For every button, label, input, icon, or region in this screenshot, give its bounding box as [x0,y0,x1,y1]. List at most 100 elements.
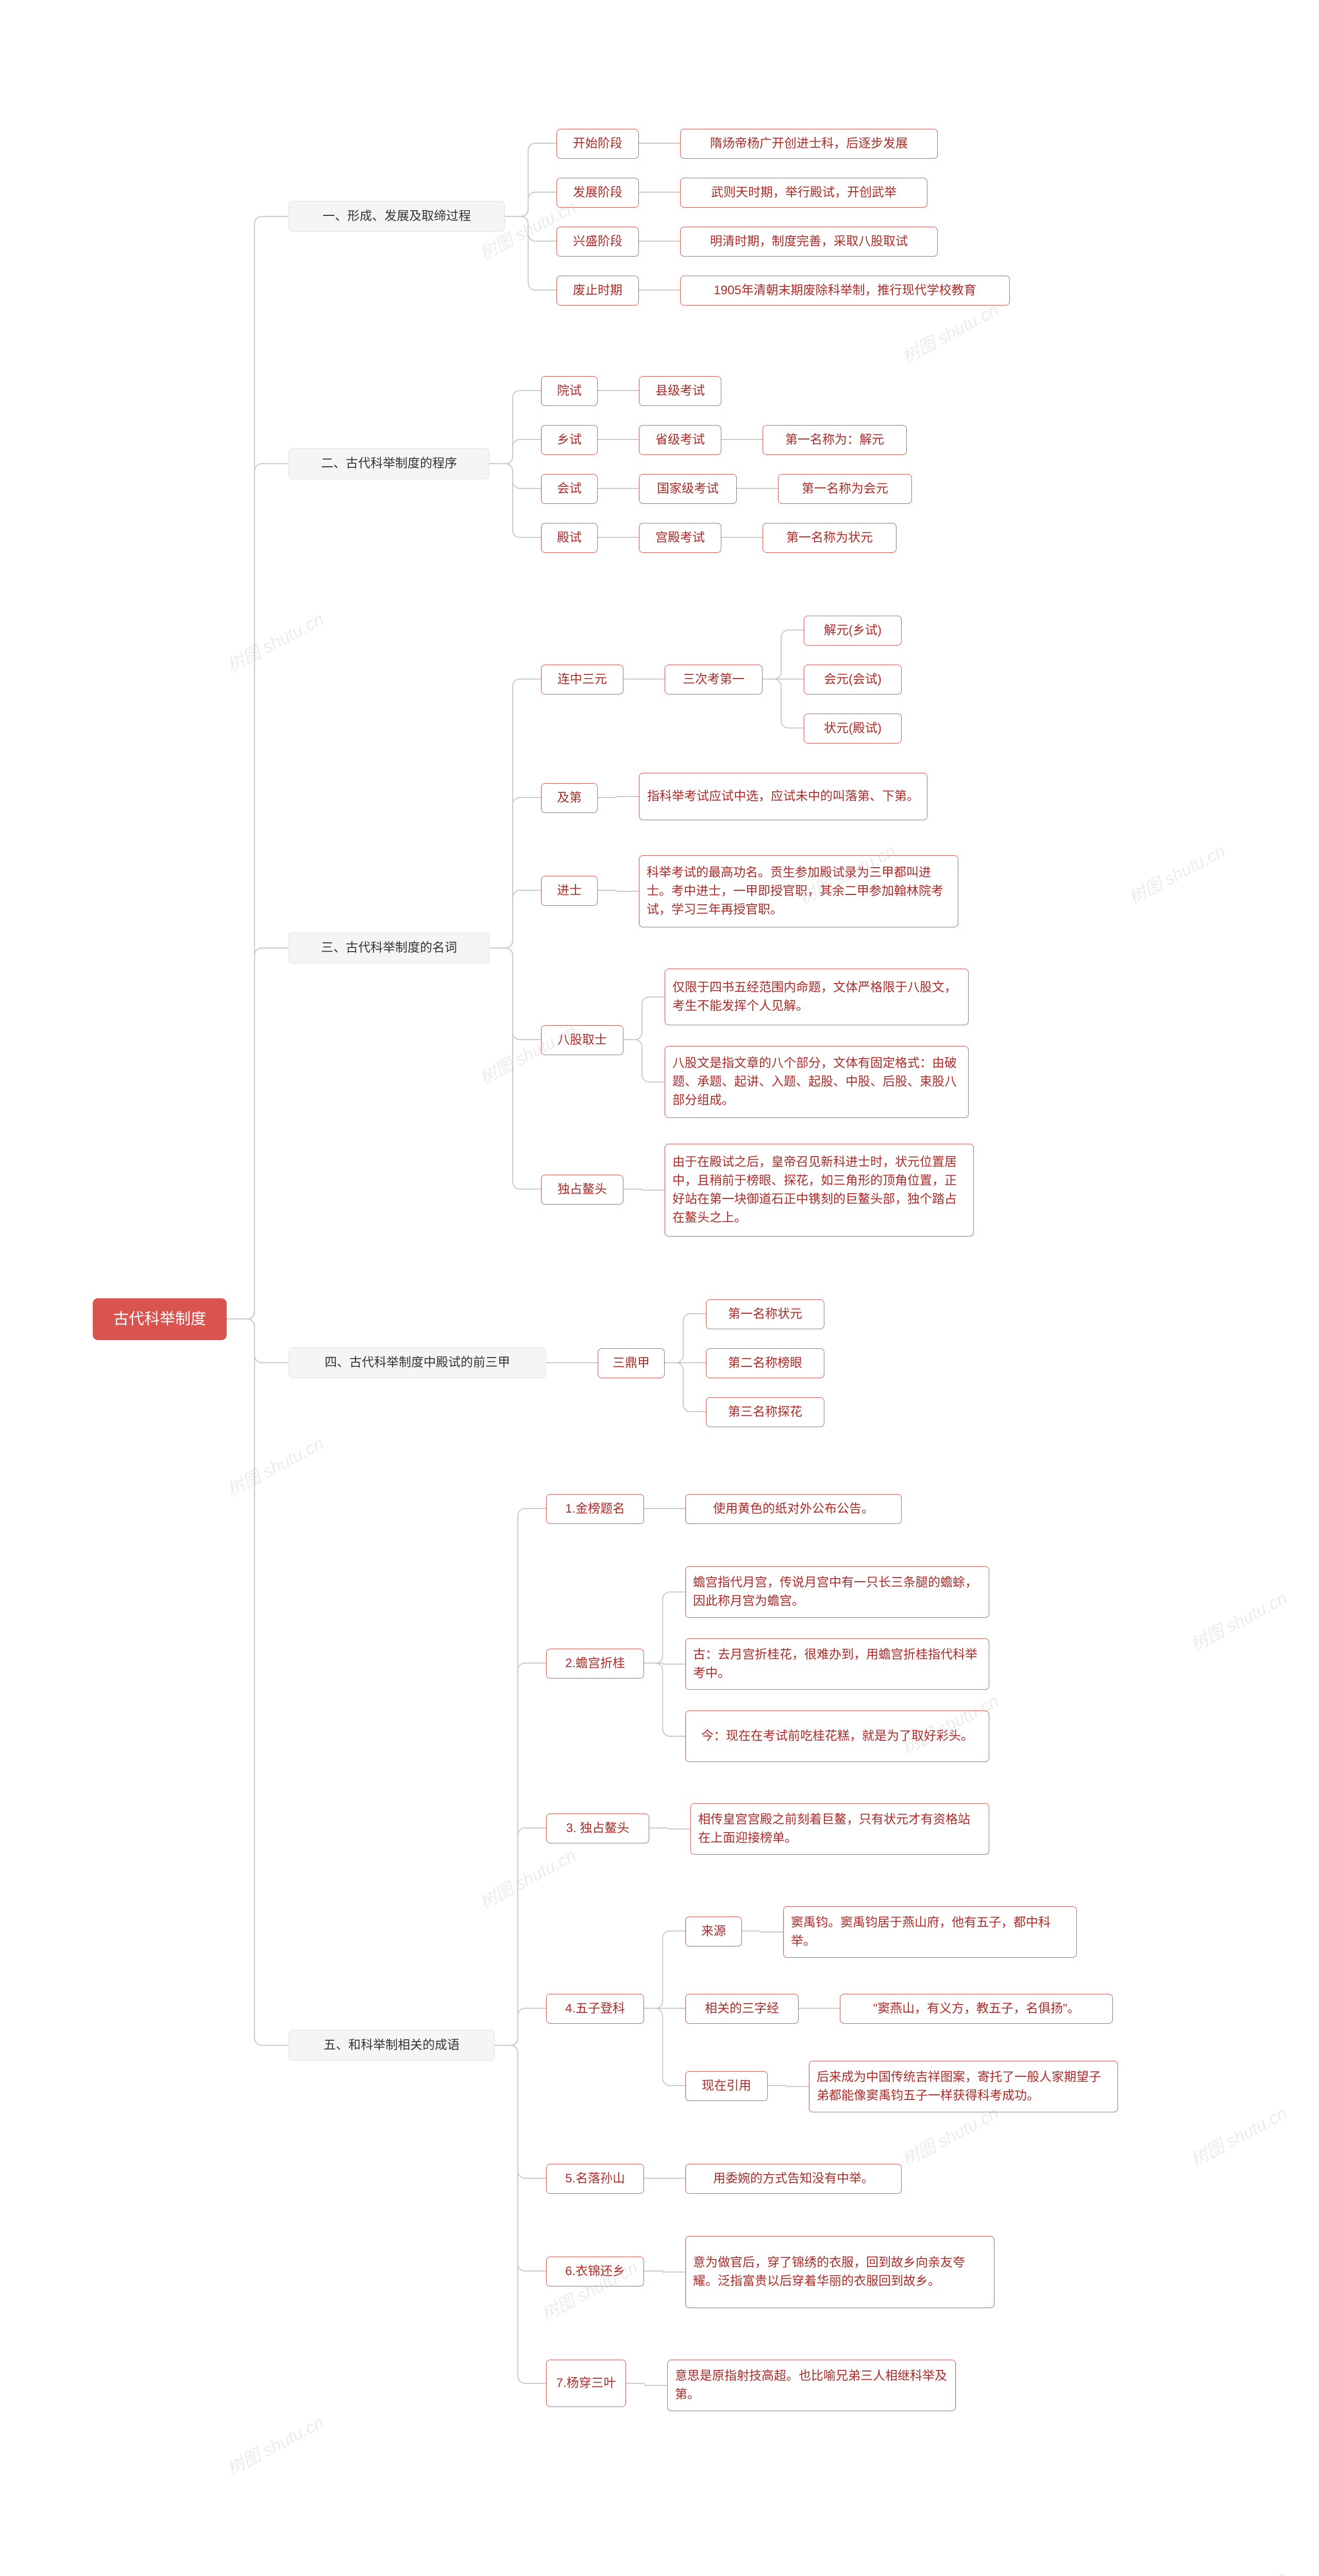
connector [495,2008,546,2045]
node-label: 1.金榜题名 [565,1500,625,1518]
node-b5d2a: "窦燕山，有义方，教五子，名俱扬"。 [840,1994,1113,2024]
node-b3a1b: 会元(会试) [804,665,902,694]
connector [489,890,541,948]
watermark: 树图 shutu.cn [475,1842,580,1914]
connector [489,948,541,1040]
node-label: 后来成为中国传统吉祥图案，寄托了一般人家期望子弟都能像窦禹钧五子一样获得科考成功… [817,2068,1110,2105]
node-b3a1c: 状元(殿试) [804,714,902,743]
connector [489,464,541,488]
node-b5b3: 今：现在在考试前吃桂花糕，就是为了取好彩头。 [685,1710,989,1762]
node-label: 县级考试 [655,382,705,400]
node-label: 会元(会试) [824,670,882,689]
node-b2d2: 第一名称为状元 [763,523,897,553]
node-label: 第一名称为：解元 [785,431,884,449]
node-b1b: 发展阶段 [556,178,639,208]
connector [626,2383,667,2385]
node-b5e: 5.名落孙山 [546,2164,644,2194]
connector [665,1363,706,1412]
node-b2a: 院试 [541,376,598,406]
connector [644,1931,685,2008]
connector [489,679,541,948]
connector [623,1189,665,1190]
node-label: 国家级考试 [657,480,719,498]
connector [505,216,556,241]
node-label: 古代科举制度 [113,1308,206,1331]
node-b5b1: 蟾宫指代月宫，传说月宫中有一只长三条腿的蟾蜍，因此称月宫为蟾宫。 [685,1566,989,1618]
connector [623,997,665,1040]
node-b3: 三、古代科举制度的名词 [289,933,489,963]
node-label: 状元(殿试) [824,719,882,738]
node-label: 开始阶段 [573,134,622,153]
node-b3a1: 三次考第一 [665,665,763,694]
watermark: 树图 shutu.cn [1124,837,1229,909]
node-label: 五、和科举制相关的成语 [324,2036,460,2055]
node-b3e1: 由于在殿试之后，皇帝召见新科进士时，状元位置居中，且稍前于榜眼、探花，如三角形的… [665,1144,974,1236]
node-b5g1: 意思是原指射技高超。也比喻兄弟三人相继科举及第。 [667,2360,956,2411]
connector [644,2008,685,2086]
node-b2a1: 县级考试 [639,376,721,406]
node-label: 相传皇宫宫殿之前刻着巨鳌，只有状元才有资格站在上面迎接榜单。 [698,1810,982,1848]
mindmap-canvas: 古代科举制度一、形成、发展及取缔过程开始阶段隋炀帝杨广开创进士科，后逐步发展发展… [0,0,1319,2576]
node-label: 相关的三字经 [705,1999,779,2018]
connector [495,2045,546,2178]
node-b4: 四、古代科举制度中殿试的前三甲 [289,1347,546,1378]
node-label: 进士 [557,882,582,900]
node-label: 第三名称探花 [728,1403,802,1421]
connector [644,2271,685,2272]
connector [489,798,541,948]
node-b1d1: 1905年清朝末期废除科举制，推行现代学校教育 [680,276,1010,306]
connector [505,216,556,290]
node-b5c1: 相传皇宫宫殿之前刻着巨鳌，只有状元才有资格站在上面迎接榜单。 [690,1803,989,1855]
node-b5f1: 意为做官后，穿了锦绣的衣服，回到故乡向亲友夸耀。泛指富贵以后穿着华丽的衣服回到故… [685,2236,994,2308]
watermark: 树图 shutu.cn [1186,1584,1291,1656]
node-b2c2: 第一名称为会元 [778,474,912,504]
node-b4a3: 第三名称探花 [706,1397,824,1427]
connector [505,192,556,216]
node-b1d: 废止时期 [556,276,639,306]
connector [495,2045,546,2271]
node-label: 今：现在在考试前吃桂花糕，就是为了取好彩头。 [701,1727,973,1745]
node-b3d1: 仅限于四书五经范围内命题，文体严格限于八股文，考生不能发挥个人见解。 [665,969,969,1025]
node-label: 5.名落孙山 [565,2170,625,2188]
node-label: 兴盛阶段 [573,232,622,251]
node-b3d: 八股取士 [541,1025,623,1055]
node-label: 仅限于四书五经范围内命题，文体严格限于八股文，考生不能发挥个人见解。 [672,978,961,1015]
node-label: 古：去月宫折桂花，很难办到，用蟾宫折桂指代科举考中。 [693,1646,982,1683]
node-b5e1: 用委婉的方式告知没有中举。 [685,2164,902,2194]
node-label: 四、古代科举制度中殿试的前三甲 [325,1353,510,1372]
node-label: 院试 [557,382,582,400]
connector [495,1663,546,2045]
connector [644,1592,685,1663]
node-b2b2: 第一名称为：解元 [763,425,907,455]
node-b5b2: 古：去月宫折桂花，很难办到，用蟾宫折桂指代科举考中。 [685,1638,989,1690]
node-b5c: 3. 独占鳌头 [546,1814,649,1843]
node-label: 3. 独占鳌头 [566,1819,630,1838]
node-label: 来源 [701,1922,726,1941]
node-label: 窦禹钧。窦禹钧居于燕山府，他有五子，都中科举。 [791,1913,1069,1951]
node-b3c: 进士 [541,876,598,906]
node-b5d1a: 窦禹钧。窦禹钧居于燕山府，他有五子，都中科举。 [783,1906,1077,1958]
node-b2: 二、古代科举制度的程序 [289,448,489,479]
node-label: 隋炀帝杨广开创进士科，后逐步发展 [710,134,908,153]
node-label: 解元(乡试) [824,621,882,640]
connector [495,1828,546,2045]
node-b1c: 兴盛阶段 [556,227,639,257]
node-label: 八股文是指文章的八个部分，文体有固定格式：由破题、承题、起讲、入题、起股、中股、… [672,1054,961,1110]
connector [227,1319,289,1363]
node-label: 三、古代科举制度的名词 [321,939,457,957]
node-label: 6.衣锦还乡 [565,2262,625,2281]
node-label: 三鼎甲 [613,1354,650,1372]
connector [489,439,541,464]
node-label: 1905年清朝末期废除科举制，推行现代学校教育 [714,281,976,300]
connector [742,1931,783,1932]
connector [598,890,639,891]
connector [495,1509,546,2045]
connector [227,464,289,1319]
node-label: 4.五子登科 [565,1999,625,2018]
node-label: 使用黄色的纸对外公布公告。 [713,1500,874,1518]
node-b5a1: 使用黄色的纸对外公布公告。 [685,1494,902,1524]
node-b2c1: 国家级考试 [639,474,737,504]
node-b1a1: 隋炀帝杨广开创进士科，后逐步发展 [680,129,938,159]
node-label: 蟾宫指代月宫，传说月宫中有一只长三条腿的蟾蜍，因此称月宫为蟾宫。 [693,1573,982,1611]
node-b1a: 开始阶段 [556,129,639,159]
